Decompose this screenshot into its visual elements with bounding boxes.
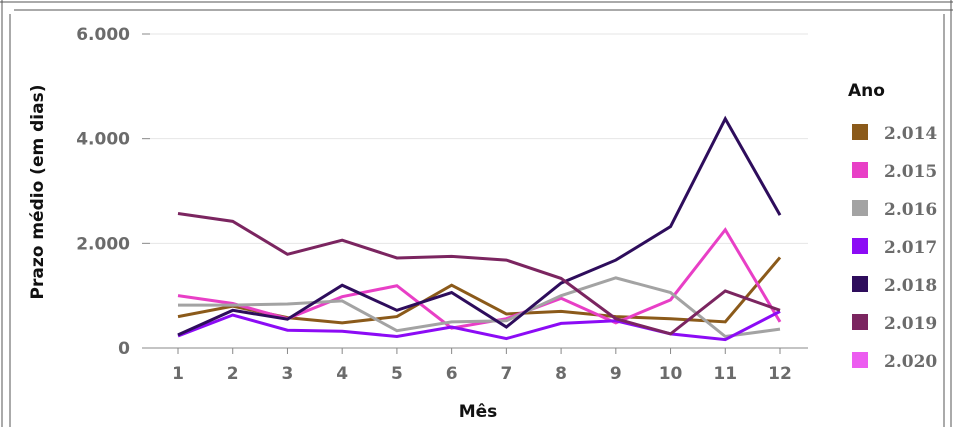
series-lines (178, 119, 780, 340)
x-tick-label: 5 (391, 364, 403, 384)
x-tick-label: 2 (227, 364, 239, 384)
gridlines (150, 34, 808, 243)
y-tick-label: 2.000 (76, 234, 130, 254)
series-line-2018 (178, 119, 780, 335)
series-line-2016 (178, 278, 780, 337)
x-tick-label: 1 (172, 364, 184, 384)
y-axis-title: Prazo médio (em dias) (28, 85, 48, 300)
y-tick-label: 6.000 (76, 25, 130, 45)
legend-title: Ano (848, 81, 885, 101)
legend-label: 2.014 (884, 124, 937, 144)
legend-swatch (852, 276, 868, 292)
x-tick-label: 10 (659, 364, 683, 384)
x-tick-label: 9 (610, 364, 622, 384)
legend-swatch (852, 162, 868, 178)
x-axis-title: Mês (459, 402, 498, 422)
legend-swatch (852, 352, 868, 368)
legend-label: 2.017 (884, 238, 937, 258)
x-tick-label: 3 (282, 364, 294, 384)
x-tick-label: 7 (500, 364, 512, 384)
y-tick-label: 0 (118, 339, 130, 359)
legend-label: 2.018 (884, 276, 937, 296)
x-tick-label: 12 (768, 364, 792, 384)
legend-label: 2.016 (884, 200, 937, 220)
legend-label: 2.020 (884, 352, 937, 372)
x-tick-label: 8 (555, 364, 567, 384)
x-tick-label: 11 (713, 364, 737, 384)
legend-label: 2.019 (884, 314, 937, 334)
legend-label: 2.015 (884, 162, 937, 182)
x-tick-label: 6 (446, 364, 458, 384)
legend-swatch (852, 238, 868, 254)
legend-swatch (852, 314, 868, 330)
legend-swatch (852, 124, 868, 140)
legend: Ano 2.014 2.015 2.016 2.017 2.018 2.019 2.020 (848, 81, 937, 372)
x-tick-label: 4 (336, 364, 348, 384)
legend-swatch (852, 200, 868, 216)
y-tick-label: 4.000 (76, 130, 130, 150)
